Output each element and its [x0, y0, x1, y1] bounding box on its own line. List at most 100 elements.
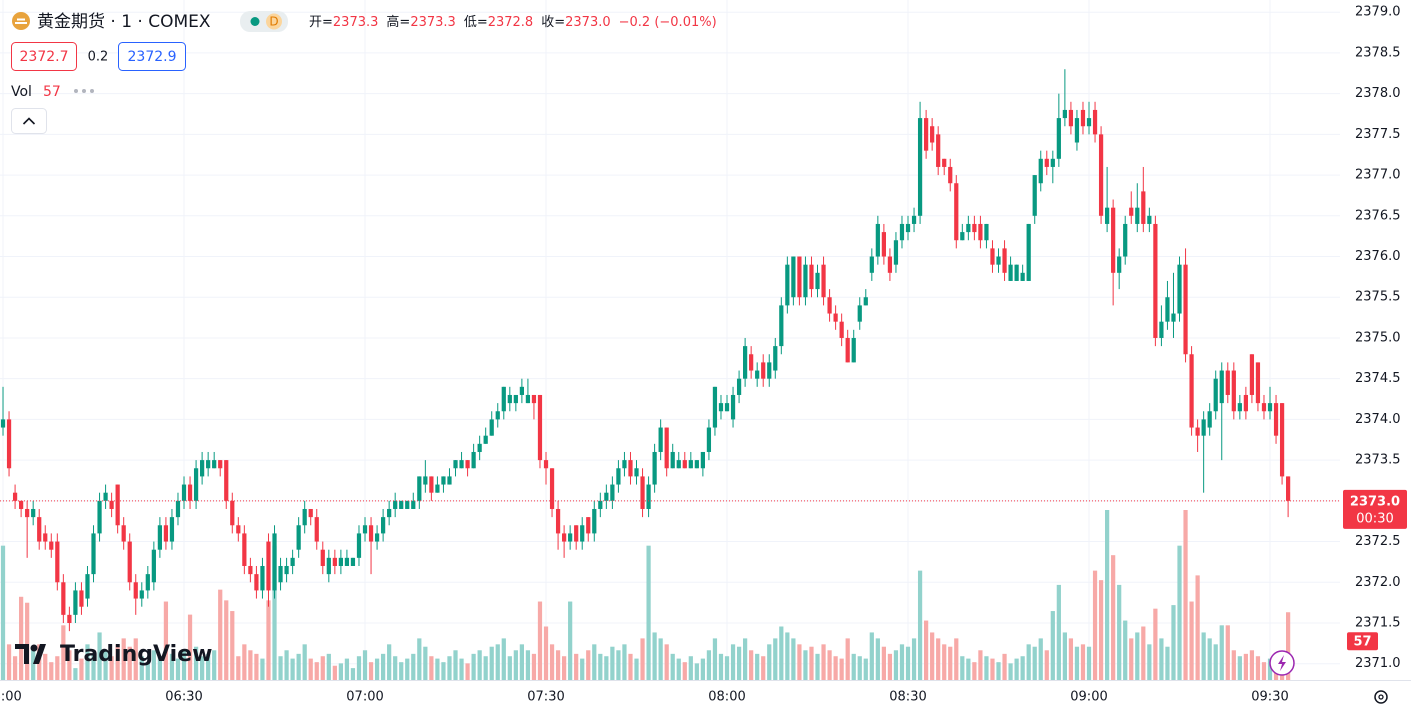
volume-bar — [899, 644, 905, 680]
candle-body — [954, 183, 959, 241]
candle-body — [779, 305, 784, 347]
candle-body — [435, 484, 440, 493]
volume-bar — [25, 602, 30, 680]
volume-bar — [549, 644, 555, 680]
candle-body — [495, 411, 500, 420]
candle-body — [761, 362, 766, 379]
volume-bar — [966, 658, 971, 680]
candle-body — [700, 451, 705, 469]
candle-body — [652, 451, 657, 485]
volume-bar — [121, 638, 126, 680]
volume-bar — [381, 653, 386, 680]
candle-body — [1014, 264, 1019, 281]
lightning-icon — [1278, 655, 1286, 671]
candle-body — [79, 590, 84, 607]
volume-bar — [580, 658, 585, 680]
x-tick-label: 08:30 — [889, 690, 926, 705]
candle-body — [815, 272, 820, 290]
candle-body — [525, 394, 531, 404]
candle-body — [1261, 403, 1267, 412]
logo-text[interactable]: TradingView — [60, 642, 212, 667]
candle-body — [103, 492, 108, 501]
candle-body — [924, 118, 929, 151]
symbol-title[interactable]: 黄金期货 · 1 · COMEX — [37, 12, 211, 32]
volume-bar — [1177, 545, 1182, 680]
bid-box[interactable] — [11, 42, 77, 71]
volume-bar — [724, 656, 730, 680]
settings-icon[interactable] — [1374, 690, 1388, 704]
volume-bar — [441, 662, 446, 680]
candle-body — [549, 468, 555, 509]
volume-bar — [139, 656, 144, 680]
y-tick-label: 2376.5 — [1355, 208, 1401, 223]
candle-body — [212, 460, 217, 469]
candle-body — [1026, 223, 1031, 281]
candle-body — [31, 508, 36, 518]
x-tick-label: 09:00 — [1070, 690, 1107, 705]
legend-label: 收= — [541, 15, 565, 30]
candle-body — [640, 476, 645, 509]
ask-box[interactable] — [118, 42, 186, 71]
volume-bar — [181, 650, 187, 680]
ask-price: 2372.9 — [128, 49, 177, 65]
x-tick-label: 08:00 — [708, 690, 745, 705]
volume-bar — [646, 545, 651, 680]
candle-body — [368, 525, 374, 542]
candle-body — [1231, 370, 1236, 412]
volume-bar — [996, 662, 1001, 680]
volume-bar — [1014, 658, 1019, 680]
volume-bar — [1267, 658, 1273, 680]
candle-body — [531, 394, 537, 404]
volume-bar — [79, 658, 84, 680]
volume-bar — [6, 644, 12, 680]
volume-bar — [12, 656, 18, 680]
volume-bar — [1032, 646, 1037, 680]
volume-bar — [779, 626, 784, 680]
volume-bar — [773, 638, 778, 680]
volume-bar — [827, 650, 832, 680]
volume-bar — [815, 653, 820, 680]
candle-body — [851, 337, 856, 363]
volume-bar — [320, 656, 325, 680]
volume-bar — [1183, 510, 1188, 680]
candle-body — [688, 460, 693, 469]
candle-body — [459, 460, 464, 469]
collapse-button[interactable] — [11, 108, 47, 134]
candle-body — [483, 435, 488, 444]
more-dots[interactable] — [74, 89, 94, 93]
volume-bar — [374, 658, 380, 680]
candle-body — [1086, 118, 1092, 127]
candle-body — [0, 419, 6, 428]
candle-body — [809, 264, 814, 290]
volume-bar — [984, 656, 989, 680]
candle-body — [175, 500, 181, 518]
collapse-icon — [22, 117, 36, 125]
candle-body — [634, 468, 639, 477]
volume-bar — [948, 646, 953, 680]
volume-bar — [296, 653, 301, 680]
volume-bar — [477, 650, 482, 680]
volume-bar — [272, 545, 277, 680]
volume-bar — [0, 545, 6, 680]
candle-body — [1062, 109, 1067, 119]
candle-body — [453, 460, 458, 469]
candle-body — [899, 223, 905, 241]
x-tick-label: 07:00 — [346, 690, 383, 705]
y-tick-label: 2379.0 — [1355, 5, 1401, 20]
volume-bar — [115, 644, 120, 680]
candle-body — [67, 614, 72, 623]
legend-label: 低= — [464, 15, 488, 30]
symbol-icon-mark — [15, 18, 27, 24]
candle-body — [887, 256, 893, 273]
spread: 0.2 — [88, 50, 109, 65]
volume-bar — [175, 658, 181, 680]
volume-bar — [471, 653, 476, 680]
candle-body — [543, 460, 549, 469]
candle-body — [284, 565, 289, 575]
volume-bar — [543, 626, 549, 680]
volume-bar — [1165, 646, 1170, 680]
volume-bar — [1141, 626, 1146, 680]
candle-body — [501, 386, 506, 412]
candle-body — [25, 508, 30, 518]
